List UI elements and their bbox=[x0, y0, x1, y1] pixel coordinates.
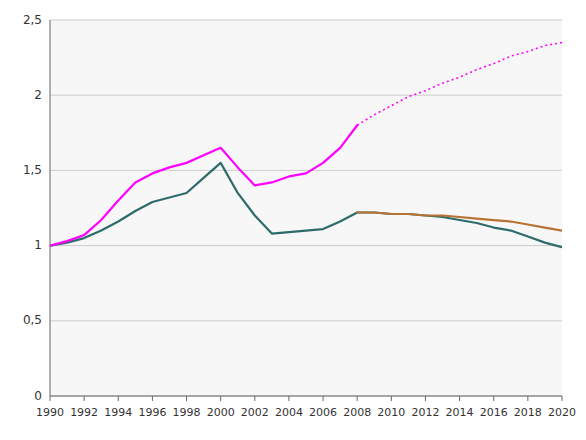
x-tick-label: 2000 bbox=[207, 406, 235, 419]
x-tick-label: 1998 bbox=[173, 406, 201, 419]
grid-line bbox=[50, 396, 562, 397]
y-tick-label: 1 bbox=[34, 238, 42, 252]
x-tick bbox=[254, 396, 255, 401]
y-axis-line bbox=[50, 20, 51, 396]
x-tick bbox=[391, 396, 392, 401]
x-tick bbox=[562, 396, 563, 401]
y-axis: 0 0,5 1 1,5 2 2,5 bbox=[23, 13, 562, 403]
x-tick-label: 2004 bbox=[275, 406, 303, 419]
x-axis-line bbox=[50, 396, 562, 397]
x-tick bbox=[84, 396, 85, 401]
x-tick bbox=[50, 396, 51, 401]
x-tick-label: 1992 bbox=[70, 406, 98, 419]
grid-line bbox=[50, 95, 562, 96]
x-tick bbox=[357, 396, 358, 401]
y-tick-label: 2,5 bbox=[23, 13, 42, 27]
line bbox=[357, 43, 562, 126]
x-tick-label: 2020 bbox=[548, 406, 576, 419]
grid-line bbox=[50, 170, 562, 171]
x-tick-label: 1996 bbox=[138, 406, 166, 419]
x-tick-label: 2012 bbox=[411, 406, 439, 419]
x-tick bbox=[220, 396, 221, 401]
grid-line bbox=[50, 245, 562, 246]
line bbox=[50, 125, 357, 245]
x-tick bbox=[493, 396, 494, 401]
x-tick-label: 2014 bbox=[446, 406, 474, 419]
grid-line bbox=[50, 20, 562, 21]
x-tick-label: 2016 bbox=[480, 406, 508, 419]
x-tick bbox=[118, 396, 119, 401]
series-group bbox=[50, 43, 562, 248]
x-tick bbox=[288, 396, 289, 401]
x-tick bbox=[425, 396, 426, 401]
x-tick-label: 1994 bbox=[104, 406, 132, 419]
x-tick bbox=[186, 396, 187, 401]
x-tick-label: 2006 bbox=[309, 406, 337, 419]
x-tick bbox=[323, 396, 324, 401]
x-tick-label: 2010 bbox=[377, 406, 405, 419]
grid-line bbox=[50, 320, 562, 321]
x-tick-label: 2018 bbox=[514, 406, 542, 419]
x-tick-label: 2002 bbox=[241, 406, 269, 419]
x-tick bbox=[459, 396, 460, 401]
x-axis: 1990 1992 1994 1996 1998 2000 2002 2004 2006 2008… bbox=[36, 396, 576, 419]
y-tick-label: 0 bbox=[34, 389, 42, 403]
x-tick-label: 2008 bbox=[343, 406, 371, 419]
x-tick bbox=[527, 396, 528, 401]
y-tick-label: 0,5 bbox=[23, 313, 42, 327]
y-tick-label: 1,5 bbox=[23, 163, 42, 177]
chart: 0 0,5 1 1,5 2 2,5 1990 1992 1994 1996 1998 2000 2002… bbox=[0, 0, 586, 440]
plot-area bbox=[50, 20, 562, 396]
line bbox=[50, 163, 562, 247]
x-tick-label: 1990 bbox=[36, 406, 64, 419]
y-tick-label: 2 bbox=[34, 88, 42, 102]
line bbox=[357, 213, 562, 231]
x-tick bbox=[152, 396, 153, 401]
